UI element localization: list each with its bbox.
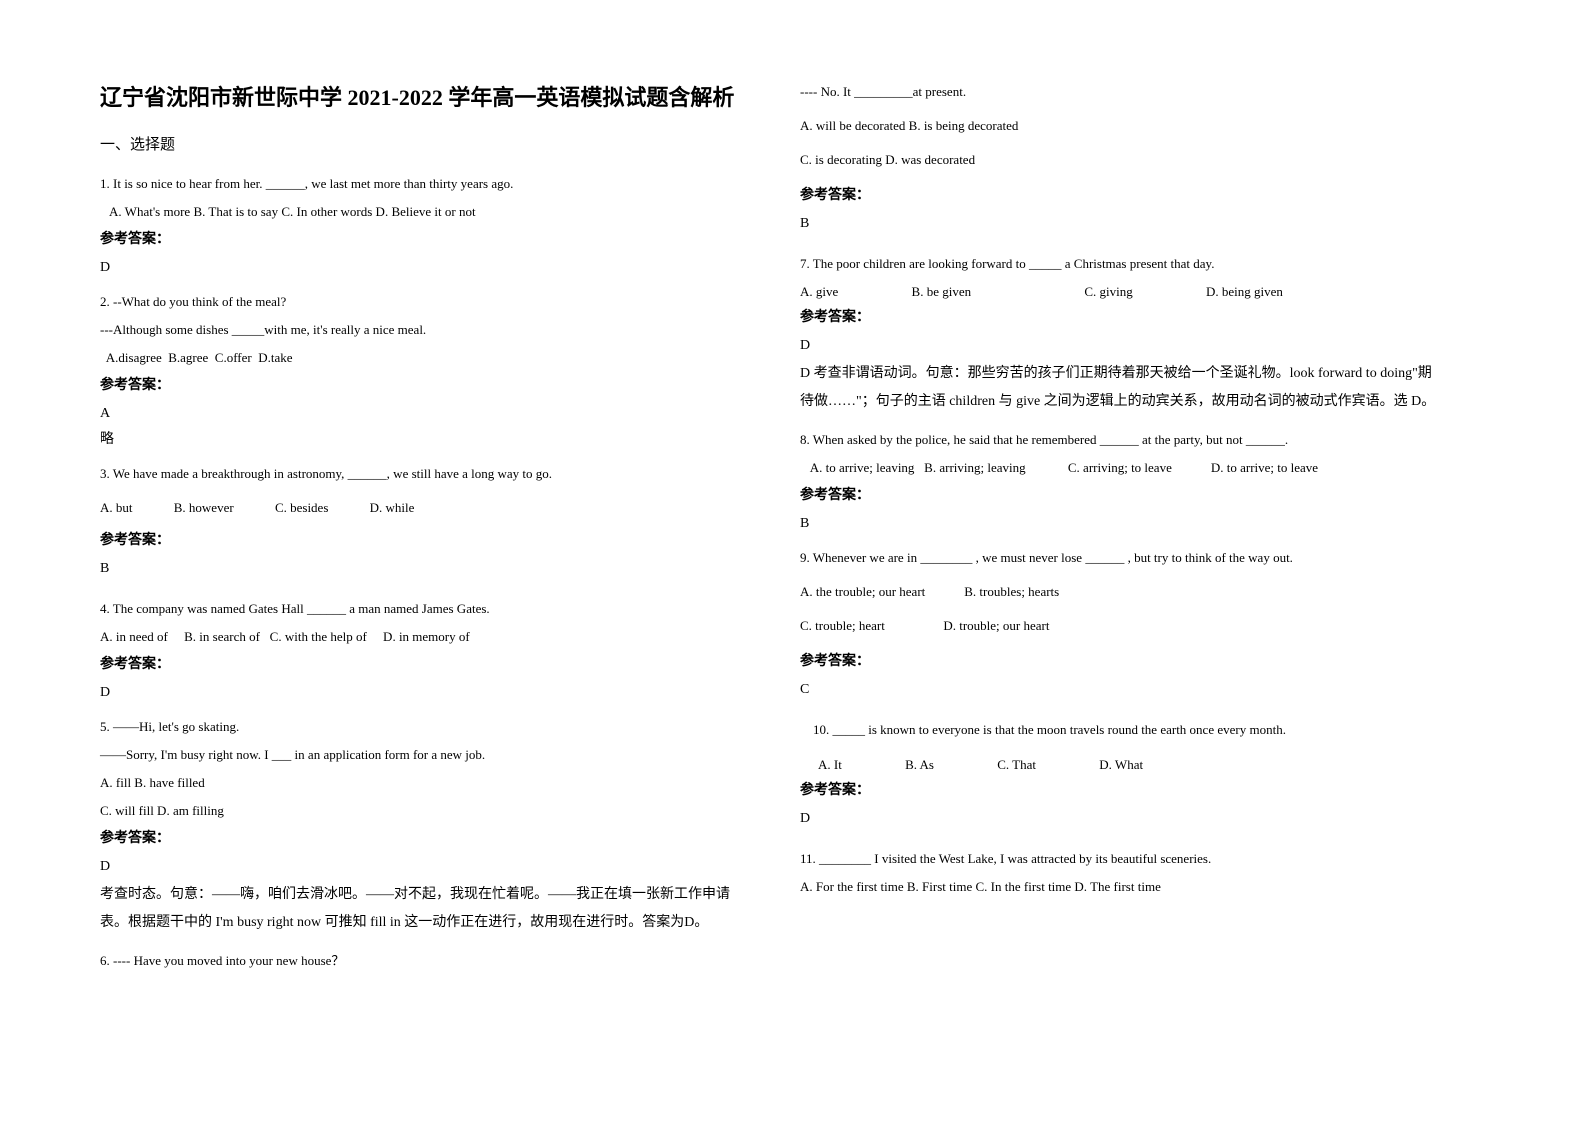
- q7-optA: A. give: [800, 280, 838, 304]
- q8-answer: B: [800, 516, 1440, 532]
- q3-optC: C. besides: [275, 496, 328, 520]
- q5-stem: 5. ——Hi, let's go skating.: [100, 715, 740, 739]
- section-heading: 一、选择题: [100, 133, 740, 154]
- q4-opts: A. in need of B. in search of C. with th…: [100, 625, 740, 649]
- q5-answer: D: [100, 859, 740, 875]
- question-2: 2. --What do you think of the meal? ---A…: [100, 290, 740, 454]
- document-title: 辽宁省沈阳市新世际中学 2021-2022 学年高一英语模拟试题含解析: [100, 80, 740, 115]
- q6-answer: B: [800, 216, 1440, 232]
- q10-opts: A. It B. As C. That D. What: [800, 753, 1440, 777]
- q7-answer-label: 参考答案：: [800, 306, 1440, 326]
- q3-opts: A. but B. however C. besides D. while: [100, 496, 740, 520]
- question-5: 5. ——Hi, let's go skating. ——Sorry, I'm …: [100, 715, 740, 941]
- q3-answer-label: 参考答案：: [100, 529, 740, 549]
- q3-stem: 3. We have made a breakthrough in astron…: [100, 462, 740, 486]
- q10-answer-label: 参考答案：: [800, 779, 1440, 799]
- q2-line2: ---Although some dishes _____with me, it…: [100, 318, 740, 342]
- question-3: 3. We have made a breakthrough in astron…: [100, 462, 740, 582]
- q7-optB: B. be given: [912, 280, 972, 304]
- q2-answer-label: 参考答案：: [100, 374, 740, 394]
- q2-expl: 略: [100, 428, 740, 448]
- q2-opts: A.disagree B.agree C.offer D.take: [100, 346, 740, 370]
- page-container: 辽宁省沈阳市新世际中学 2021-2022 学年高一英语模拟试题含解析 一、选择…: [0, 0, 1587, 1007]
- q8-stem: 8. When asked by the police, he said tha…: [800, 428, 1440, 452]
- q5-expl: 考查时态。句意：——嗨，咱们去滑冰吧。——对不起，我现在忙着呢。——我正在填一张…: [100, 881, 740, 937]
- question-8: 8. When asked by the police, he said tha…: [800, 428, 1440, 538]
- q6-line2: ---- No. It _________at present.: [800, 80, 1440, 104]
- q3-answer: B: [100, 561, 740, 577]
- right-column: ---- No. It _________at present. A. will…: [800, 80, 1440, 977]
- q9-answer-label: 参考答案：: [800, 650, 1440, 670]
- q3-optB: B. however: [174, 496, 234, 520]
- q11-opts: A. For the first time B. First time C. I…: [800, 875, 1440, 899]
- q8-opts: A. to arrive; leaving B. arriving; leavi…: [800, 456, 1440, 480]
- q1-opts: A. What's more B. That is to say C. In o…: [100, 200, 740, 224]
- q2-answer: A: [100, 406, 740, 422]
- question-4: 4. The company was named Gates Hall ____…: [100, 597, 740, 707]
- q7-opts: A. give B. be given C. giving D. being g…: [800, 280, 1440, 304]
- q2-stem: 2. --What do you think of the meal?: [100, 290, 740, 314]
- question-1: 1. It is so nice to hear from her. _____…: [100, 172, 740, 282]
- q10-optA: A. It: [818, 753, 842, 777]
- q10-optB: B. As: [905, 753, 934, 777]
- q3-optA: A. but: [100, 496, 133, 520]
- q10-answer: D: [800, 811, 1440, 827]
- left-column: 辽宁省沈阳市新世际中学 2021-2022 学年高一英语模拟试题含解析 一、选择…: [100, 80, 740, 977]
- q1-stem: 1. It is so nice to hear from her. _____…: [100, 172, 740, 196]
- q3-optD: D. while: [370, 496, 415, 520]
- q5-opts2: C. will fill D. am filling: [100, 799, 740, 823]
- q6-stem: 6. ---- Have you moved into your new hou…: [100, 949, 740, 973]
- q10-optC: C. That: [997, 753, 1036, 777]
- q8-answer-label: 参考答案：: [800, 484, 1440, 504]
- q7-answer: D: [800, 338, 1440, 354]
- q5-line2: ——Sorry, I'm busy right now. I ___ in an…: [100, 743, 740, 767]
- question-6: ---- No. It _________at present. A. will…: [800, 80, 1440, 238]
- q1-answer-label: 参考答案：: [100, 228, 740, 248]
- question-7: 7. The poor children are looking forward…: [800, 252, 1440, 420]
- question-9: 9. Whenever we are in ________ , we must…: [800, 546, 1440, 704]
- question-10: 10. _____ is known to everyone is that t…: [800, 718, 1440, 832]
- q9-opts2: C. trouble; heart D. trouble; our heart: [800, 614, 1440, 638]
- q7-optC: C. giving: [1084, 280, 1132, 304]
- q4-stem: 4. The company was named Gates Hall ____…: [100, 597, 740, 621]
- q4-answer-label: 参考答案：: [100, 653, 740, 673]
- q9-opts1: A. the trouble; our heart B. troubles; h…: [800, 580, 1440, 604]
- q6-opts1: A. will be decorated B. is being decorat…: [800, 114, 1440, 138]
- q5-answer-label: 参考答案：: [100, 827, 740, 847]
- q6-opts2: C. is decorating D. was decorated: [800, 148, 1440, 172]
- question-11: 11. ________ I visited the West Lake, I …: [800, 847, 1440, 903]
- q6-answer-label: 参考答案：: [800, 184, 1440, 204]
- q7-stem: 7. The poor children are looking forward…: [800, 252, 1440, 276]
- q1-answer: D: [100, 260, 740, 276]
- q7-expl: D 考查非谓语动词。句意：那些穷苦的孩子们正期待着那天被给一个圣诞礼物。look…: [800, 360, 1440, 416]
- q11-stem: 11. ________ I visited the West Lake, I …: [800, 847, 1440, 871]
- q10-stem: 10. _____ is known to everyone is that t…: [800, 718, 1440, 742]
- q9-answer: C: [800, 682, 1440, 698]
- q9-stem: 9. Whenever we are in ________ , we must…: [800, 546, 1440, 570]
- q10-optD: D. What: [1099, 753, 1143, 777]
- q5-opts1: A. fill B. have filled: [100, 771, 740, 795]
- q4-answer: D: [100, 685, 740, 701]
- q7-optD: D. being given: [1206, 280, 1283, 304]
